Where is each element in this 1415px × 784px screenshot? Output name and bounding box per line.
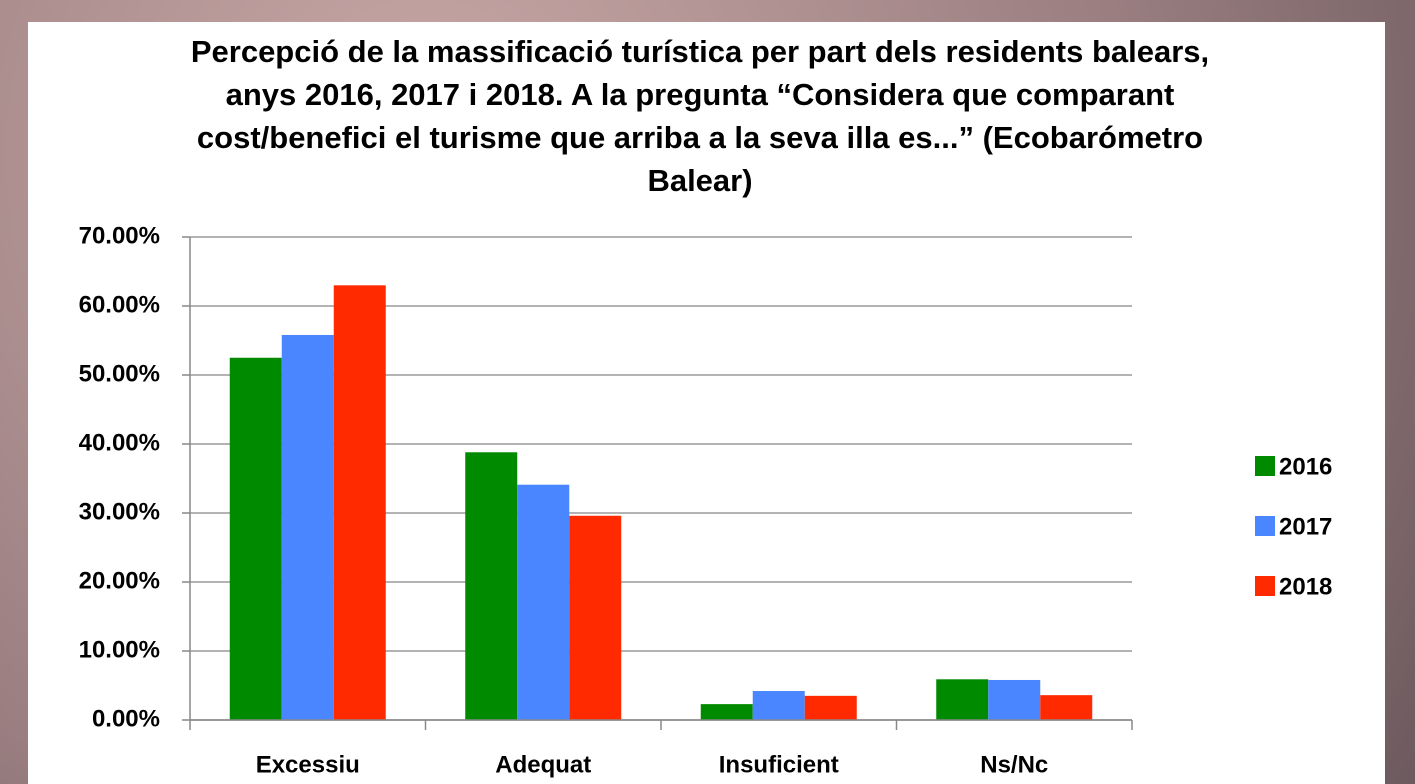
y-tick-label: 60.00% [79,291,160,318]
y-tick-label: 30.00% [79,498,160,525]
legend-label: 2017 [1279,513,1332,540]
bar [334,285,386,720]
x-tick-label: Insuficient [719,751,839,778]
bar [1040,695,1092,720]
bar [230,358,282,720]
bar [753,691,805,720]
legend-swatch [1255,576,1275,596]
y-tick-label: 50.00% [79,360,160,387]
x-tick-label: Adequat [495,751,591,778]
y-tick-label: 40.00% [79,429,160,456]
x-tick-label: Ns/Nc [980,751,1048,778]
y-tick-label: 70.00% [79,222,160,249]
chart-title: Percepció de la massificació turística p… [180,30,1220,202]
bar [517,485,569,720]
y-tick-label: 0.00% [92,705,160,732]
legend-label: 2016 [1279,453,1332,480]
legend-label: 2018 [1279,573,1332,600]
bar [805,696,857,720]
legend-swatch [1255,516,1275,536]
bar [282,335,334,720]
bar [701,704,753,720]
bar [988,680,1040,720]
page: 0.00% 10.00% 20.00% 30.00% 40.00% 50.00% 60.00… [0,0,1415,784]
bar [936,679,988,720]
y-tick-label: 10.00% [79,636,160,663]
bar [465,452,517,720]
legend-swatch [1255,456,1275,476]
bar [569,516,621,720]
x-tick-label: Excessiu [256,751,360,778]
y-tick-label: 20.00% [79,567,160,594]
